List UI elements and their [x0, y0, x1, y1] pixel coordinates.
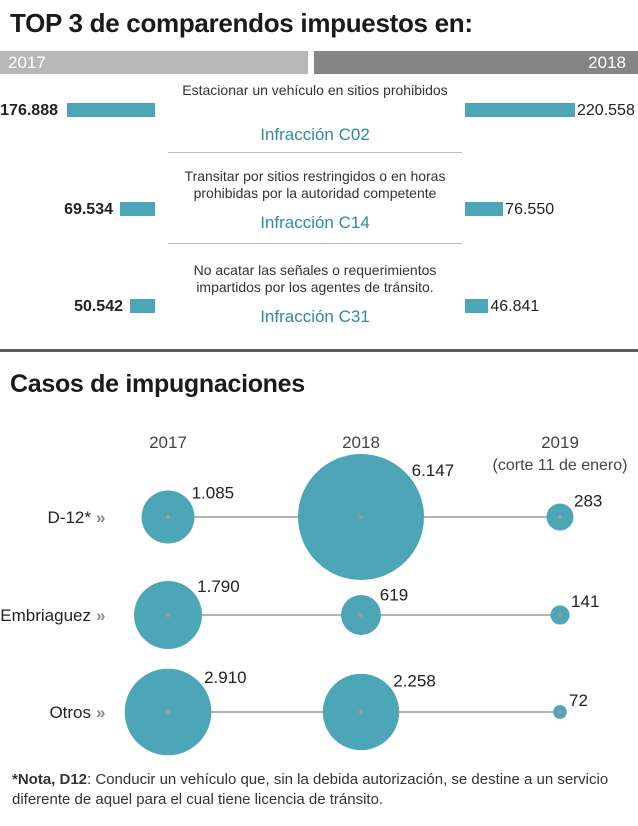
bar-value-2017-c02: 176.888: [0, 102, 58, 119]
bar-2017-c14: [120, 202, 155, 216]
bubble-value-otros-2019: 72: [569, 691, 588, 710]
chevron-icon: »: [96, 703, 105, 722]
column-subheader-2019: (corte 11 de enero): [493, 457, 628, 474]
infraction-code-c14: Infracción C14: [260, 213, 370, 232]
footnote-label: *Nota, D12: [12, 771, 88, 788]
bar-value-2017-c14: 69.534: [64, 201, 113, 218]
bubble-value-d-12-2017: 1.085: [192, 484, 235, 503]
infraction-description-c31: No acatar las señales o requerimientos i…: [193, 262, 437, 295]
bar-2018-c02: [465, 103, 575, 117]
bubble-center-dot: [165, 612, 171, 618]
bubble-value-otros-2017: 2.910: [204, 668, 247, 687]
footnote: *Nota, D12: Conducir un vehículo que, si…: [12, 770, 632, 810]
section-divider: [0, 349, 638, 352]
bar-value-2018-c31: 46.841: [490, 298, 540, 315]
column-header-2017: 2017: [149, 433, 187, 452]
row-divider: [168, 243, 462, 244]
column-header-2018: 2018: [342, 433, 380, 452]
bubble-center-dot: [165, 709, 171, 715]
bubble-center-dot: [358, 709, 364, 715]
impugnaciones-title: Casos de impugnaciones: [10, 370, 305, 398]
bubble-center-dot: [358, 612, 364, 618]
infraction-code-c02: Infracción C02: [260, 125, 370, 144]
bar-2017-c02: [66, 103, 155, 117]
bubble-center-dot: [557, 612, 563, 618]
bubble-center-dot: [358, 514, 364, 520]
bubble-value-d-12-2018: 6.147: [412, 461, 455, 480]
row-label-embriaguez: Embriaguez: [0, 606, 91, 625]
footnote-text: : Conducir un vehículo que, sin la debid…: [12, 771, 609, 808]
infraction-description-c14: Transitar por sitios restringidos o en h…: [184, 168, 446, 201]
year-header-2018: 2018: [314, 51, 638, 74]
bubble-value-d-12-2019: 283: [574, 492, 602, 511]
bubble-center-dot: [557, 709, 563, 715]
row-label-otros: Otros: [49, 703, 91, 722]
bubble-chart: 2017 2018 2019(corte 11 de enero)D-12* »1.0…: [0, 433, 628, 756]
bubble-value-embriaguez-2017: 1.790: [197, 577, 240, 596]
row-label-d-12: D-12*: [48, 508, 92, 527]
column-header-2019: 2019: [541, 433, 579, 452]
top-title: TOP 3 de comparendos impuestos en:: [10, 8, 473, 38]
bar-value-2017-c31: 50.542: [74, 298, 123, 315]
chevron-icon: »: [96, 508, 105, 527]
infraction-code-c31: Infracción C31: [260, 307, 370, 326]
year-header-2017: 2017: [0, 51, 308, 74]
bubble-center-dot: [557, 514, 563, 520]
chevron-icon: »: [96, 606, 105, 625]
bar-2018-c31: [465, 299, 489, 313]
bar-value-2018-c02: 220.558: [577, 102, 635, 119]
bubble-value-embriaguez-2019: 141: [571, 592, 599, 611]
bubble-value-embriaguez-2018: 619: [380, 586, 408, 605]
row-divider: [168, 152, 462, 153]
bar-2018-c14: [465, 202, 504, 216]
bubble-center-dot: [165, 514, 171, 520]
bar-value-2018-c14: 76.550: [505, 201, 555, 218]
bar-2017-c31: [129, 299, 155, 313]
bubble-value-otros-2018: 2.258: [393, 671, 436, 690]
infraction-description-c02: Estacionar un vehículo en sitios prohibi…: [182, 82, 448, 98]
